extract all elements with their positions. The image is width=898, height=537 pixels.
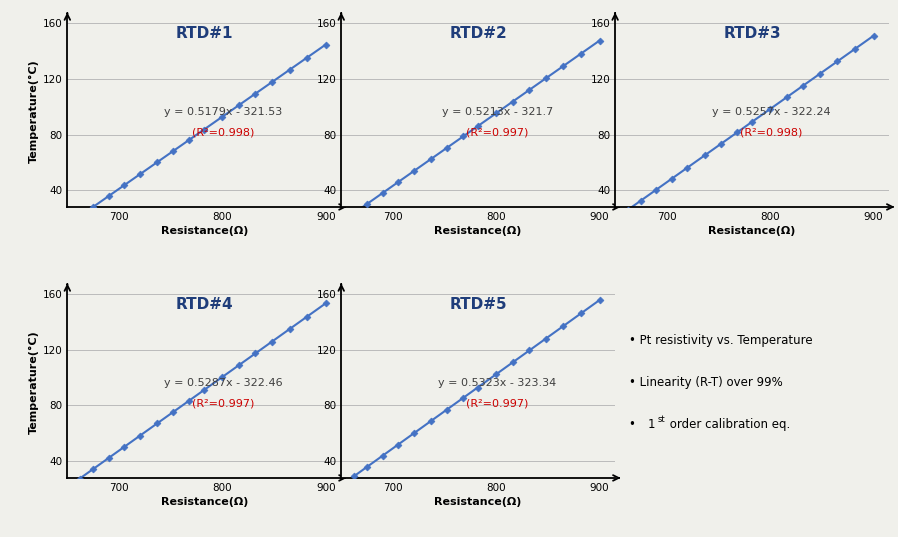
Text: y = 0.5213x - 321.7: y = 0.5213x - 321.7 [442,106,553,117]
Text: st: st [657,415,665,424]
Text: y = 0.5257x - 322.24: y = 0.5257x - 322.24 [712,106,831,117]
X-axis label: Resistance(Ω): Resistance(Ω) [435,226,522,236]
Y-axis label: Temperature(°C): Temperature(°C) [29,331,39,434]
Text: (R²=0.998): (R²=0.998) [192,127,255,137]
X-axis label: Resistance(Ω): Resistance(Ω) [161,497,248,507]
Text: y = 0.5287x - 322.46: y = 0.5287x - 322.46 [164,378,283,388]
Text: order calibration eq.: order calibration eq. [665,418,790,431]
Text: (R²=0.997): (R²=0.997) [192,398,255,409]
Text: RTD#2: RTD#2 [449,26,507,41]
Text: RTD#4: RTD#4 [175,296,233,311]
Text: y = 0.5179x - 321.53: y = 0.5179x - 321.53 [164,106,283,117]
Text: •: • [629,418,639,431]
Text: y = 0.5323x - 323.34: y = 0.5323x - 323.34 [438,378,557,388]
Text: (R²=0.998): (R²=0.998) [740,127,803,137]
Text: (R²=0.997): (R²=0.997) [466,127,529,137]
X-axis label: Resistance(Ω): Resistance(Ω) [161,226,248,236]
Text: • Linearity (R-T) over 99%: • Linearity (R-T) over 99% [629,376,782,389]
X-axis label: Resistance(Ω): Resistance(Ω) [435,497,522,507]
Text: RTD#5: RTD#5 [449,296,507,311]
Text: RTD#1: RTD#1 [175,26,233,41]
X-axis label: Resistance(Ω): Resistance(Ω) [709,226,796,236]
Text: (R²=0.997): (R²=0.997) [466,398,529,409]
Text: RTD#3: RTD#3 [723,26,781,41]
Y-axis label: Temperature(°C): Temperature(°C) [29,60,39,163]
Text: 1: 1 [648,418,656,431]
Text: • Pt resistivity vs. Temperature: • Pt resistivity vs. Temperature [629,334,813,347]
